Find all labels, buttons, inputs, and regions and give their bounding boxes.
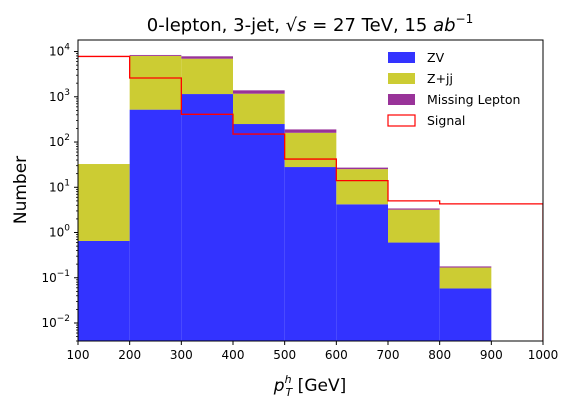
legend-swatch-signal xyxy=(387,114,416,127)
x-tick-label: 400 xyxy=(222,348,245,362)
plot-frame xyxy=(77,39,544,342)
x-tick-label: 900 xyxy=(480,348,503,362)
chart-title: 0-lepton, 3-jet, √s = 27 TeV, 15 ab−1 xyxy=(147,12,473,36)
bar-missing-lepton-300 xyxy=(181,56,233,59)
y-axis-ticks: 10−2 10−1 100 101 102 103 104 xyxy=(41,43,78,342)
x-tick-label: 600 xyxy=(325,348,348,362)
bar-missing-lepton-200 xyxy=(129,54,182,56)
x-tick-label: 700 xyxy=(377,348,400,362)
y-tick-label: 101 xyxy=(49,178,70,194)
y-tick-label: 100 xyxy=(49,224,70,240)
bar-z-jj-800 xyxy=(439,267,492,289)
bar-missing-lepton-800 xyxy=(439,266,492,268)
legend-label-zv: ZV xyxy=(427,50,445,65)
x-tick-label: 500 xyxy=(273,348,296,362)
chart-title-unit: ab xyxy=(433,15,455,36)
bar-z-jj-600 xyxy=(336,169,388,205)
chart-title-unit-exponent: −1 xyxy=(456,12,474,26)
legend-label-z-jj: Z+jj xyxy=(427,71,453,86)
x-axis-label-subscript: T xyxy=(286,386,294,399)
x-tick-label: 800 xyxy=(428,348,451,362)
signal-step-line xyxy=(78,55,543,341)
bar-zv-300 xyxy=(181,94,233,341)
bar-missing-lepton-400 xyxy=(233,90,285,94)
bar-z-jj-100 xyxy=(78,164,130,241)
histogram-bars xyxy=(78,54,492,341)
chart-title-mid: = 27 TeV, 15 xyxy=(307,15,434,36)
x-tick-label: 100 xyxy=(67,348,90,362)
x-tick-label: 300 xyxy=(170,348,193,362)
x-tick-label: 200 xyxy=(118,348,141,362)
chart-title-sqrt-s: √s xyxy=(286,15,307,36)
legend: ZV Z+jj Missing Lepton Signal xyxy=(387,50,520,128)
bar-z-jj-300 xyxy=(181,58,233,95)
bar-missing-lepton-600 xyxy=(336,167,388,170)
legend-swatch-missing-lepton xyxy=(388,94,415,105)
y-tick-label: 103 xyxy=(49,88,70,104)
x-axis-label: ph T [GeV] xyxy=(273,373,346,399)
bar-zv-200 xyxy=(129,109,182,341)
bar-z-jj-200 xyxy=(129,55,182,110)
x-tick-label: 1000 xyxy=(528,348,559,362)
x-axis-ticks: 100 200 300 400 500 600 700 800 900 1000 xyxy=(67,341,559,362)
y-tick-label: 10−2 xyxy=(41,314,70,330)
chart-title-prefix: 0-lepton, 3-jet, xyxy=(147,15,286,36)
bar-zv-600 xyxy=(336,204,388,341)
x-axis-label-superscript: h xyxy=(285,373,292,386)
bar-zv-500 xyxy=(284,167,337,341)
y-axis-label: Number xyxy=(11,156,31,224)
legend-swatch-z-jj xyxy=(388,73,415,84)
bar-zv-400 xyxy=(233,124,285,341)
legend-swatch-zv xyxy=(388,52,415,63)
legend-label-signal: Signal xyxy=(427,113,465,128)
bar-z-jj-500 xyxy=(284,132,337,168)
y-tick-label: 102 xyxy=(49,133,70,149)
bar-z-jj-400 xyxy=(233,93,285,125)
x-axis-label-symbol: p xyxy=(273,376,285,396)
bar-z-jj-700 xyxy=(388,209,440,243)
bar-zv-100 xyxy=(78,240,130,341)
bar-missing-lepton-500 xyxy=(284,129,337,133)
signal-step-path xyxy=(78,55,543,341)
y-tick-label: 10−1 xyxy=(41,269,70,285)
bar-zv-800 xyxy=(439,288,492,341)
bar-missing-lepton-700 xyxy=(388,208,440,210)
legend-label-missing-lepton: Missing Lepton xyxy=(427,92,520,107)
bar-zv-700 xyxy=(388,242,440,341)
x-axis-label-units: [GeV] xyxy=(292,376,346,396)
y-tick-label: 104 xyxy=(49,43,70,59)
